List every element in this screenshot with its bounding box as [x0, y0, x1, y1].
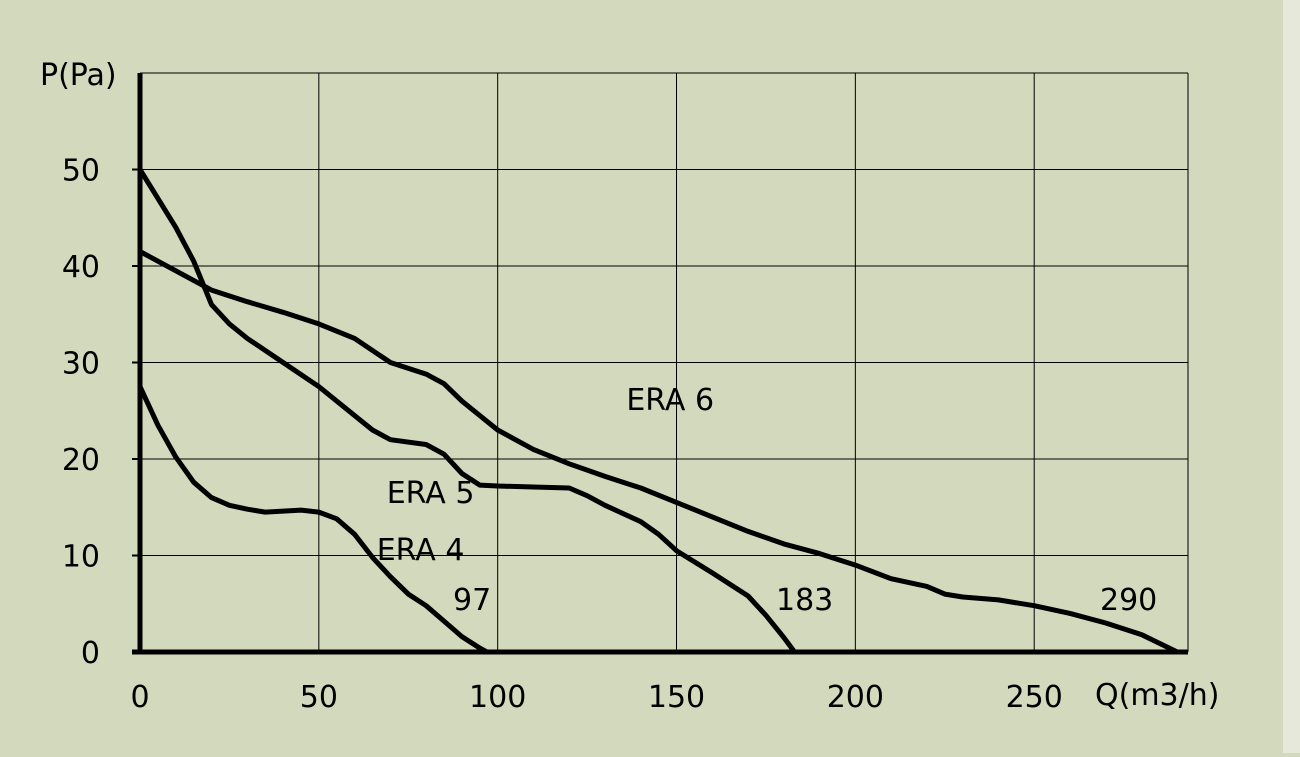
y-tick-label-10: 10: [62, 540, 100, 575]
series-labels: ERA 4 ERA 5 ERA 6 97 183 290: [377, 383, 1158, 618]
tick-labels: 0 50 100 150 200 250 0 10 20 30 40 50: [62, 154, 1063, 716]
y-tick-label-40: 40: [62, 250, 100, 285]
x-tick-label-0: 0: [130, 680, 149, 715]
axes: [132, 73, 1188, 655]
series-label-era-6: ERA 6: [626, 383, 714, 418]
x-axis-label: Q(m3/h): [1095, 678, 1219, 713]
series-label-era-5: ERA 5: [387, 476, 475, 511]
right-edge-strip: [1283, 0, 1300, 753]
y-tick-label-30: 30: [62, 347, 100, 382]
y-tick-label-50: 50: [62, 154, 100, 189]
y-tick-label-0: 0: [81, 636, 100, 671]
curve-era-6: [137, 249, 1180, 655]
end-label-era-6: 290: [1100, 583, 1157, 618]
series-curves: [137, 167, 1180, 655]
x-tick-label-200: 200: [827, 680, 884, 715]
x-tick-label-250: 250: [1006, 680, 1063, 715]
grid-lines: [140, 72, 1189, 652]
series-label-era-4: ERA 4: [377, 533, 465, 568]
x-tick-label-150: 150: [648, 680, 705, 715]
end-label-era-5: 183: [776, 583, 833, 618]
x-tick-label-100: 100: [469, 680, 526, 715]
y-tick-label-20: 20: [62, 443, 100, 478]
y-axis-label: P(Pa): [40, 58, 117, 93]
end-label-era-4: 97: [453, 583, 491, 618]
x-tick-label-50: 50: [300, 680, 338, 715]
curve-era-4: [137, 384, 490, 655]
curve-era-5: [137, 167, 798, 655]
